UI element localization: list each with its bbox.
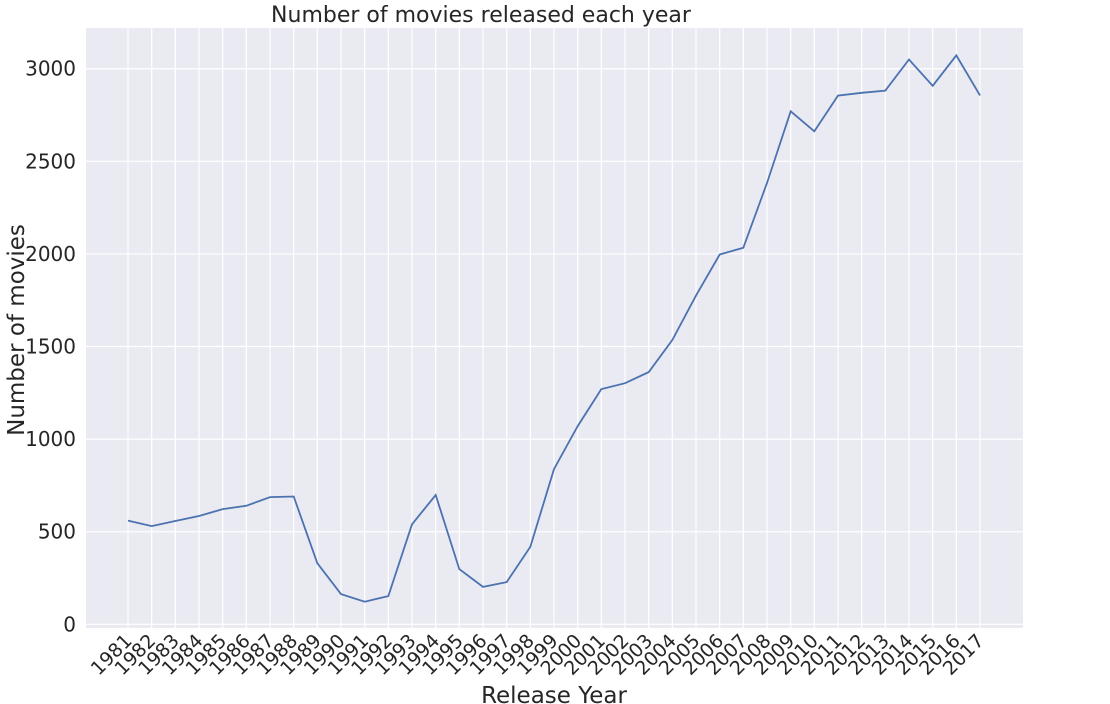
chart-title: Number of movies released each year [271,3,692,28]
y-tick-label: 1500 [25,335,76,359]
y-tick-label: 2500 [25,149,76,173]
y-axis-label: Number of movies [4,224,30,436]
series-line [127,53,981,603]
y-tick-label: 2000 [25,242,76,266]
y-tick-label: 3000 [25,57,76,81]
x-tick-labels: 1981198219831984198519861987198819891990… [87,630,989,680]
y-tick-label: 0 [63,612,76,636]
y-tick-labels: 0 500 1000 1500 2000 2500 3000 [25,57,76,637]
y-tick-label: 500 [38,520,76,544]
grid-lines [86,28,1023,628]
y-tick-label: 1000 [25,427,76,451]
x-axis-label: Release Year [481,683,627,704]
